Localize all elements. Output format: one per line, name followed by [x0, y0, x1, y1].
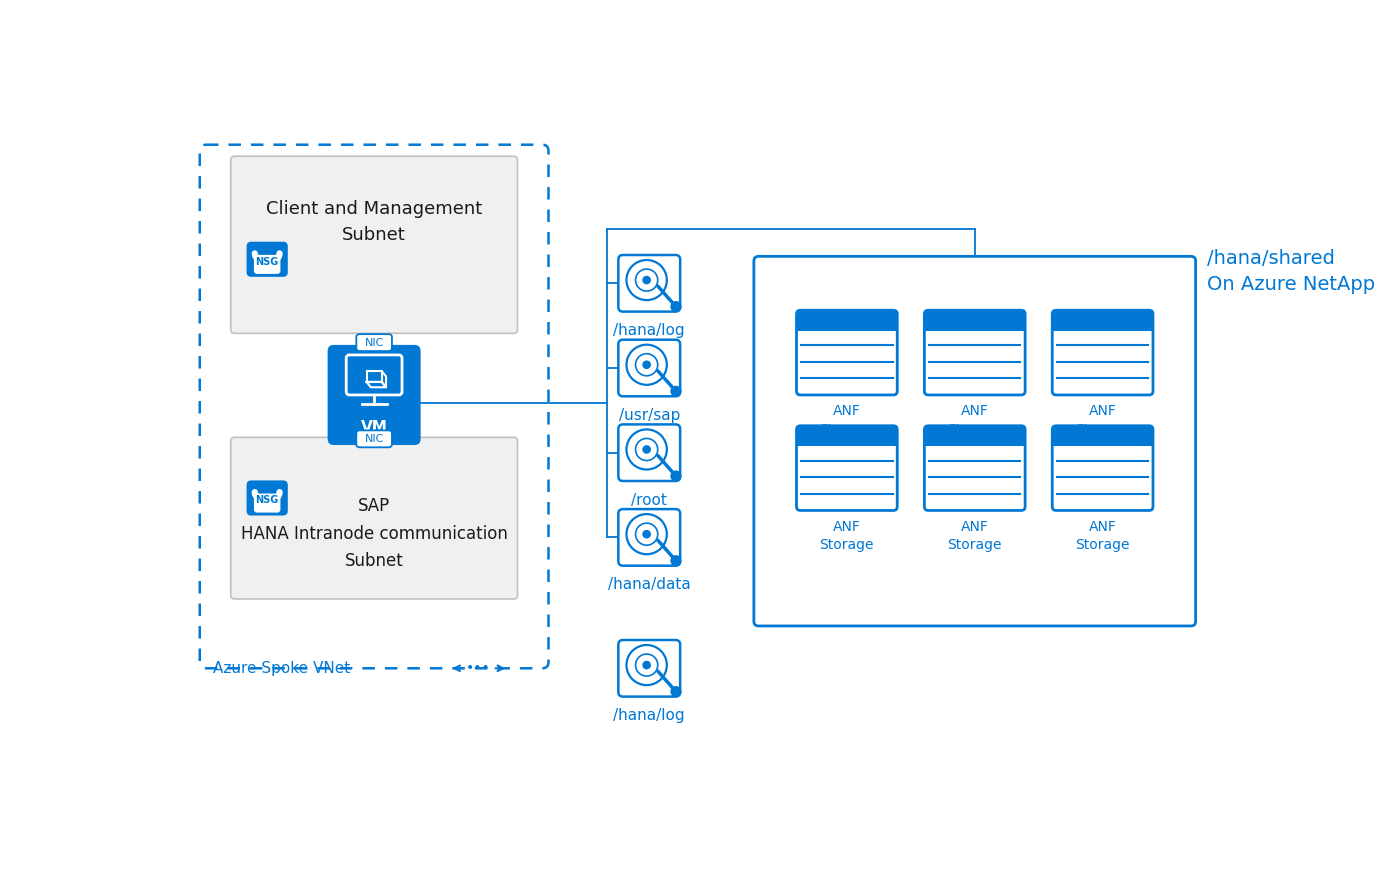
Bar: [797, 435, 898, 446]
Text: ANF
Storage: ANF Storage: [820, 519, 874, 552]
Circle shape: [671, 687, 681, 696]
Circle shape: [671, 471, 681, 481]
Text: /usr/sap: /usr/sap: [619, 408, 679, 423]
FancyBboxPatch shape: [247, 481, 287, 516]
Text: Client and Management
Subnet: Client and Management Subnet: [267, 199, 482, 244]
Text: SAP
HANA Intranode communication
Subnet: SAP HANA Intranode communication Subnet: [240, 496, 508, 570]
Circle shape: [644, 361, 650, 368]
FancyBboxPatch shape: [231, 437, 518, 599]
Text: ANF
Storage: ANF Storage: [1076, 404, 1130, 436]
FancyBboxPatch shape: [356, 430, 392, 447]
Text: /hana/shared
On Azure NetApp Files: /hana/shared On Azure NetApp Files: [1207, 249, 1381, 294]
FancyBboxPatch shape: [797, 311, 898, 395]
Circle shape: [644, 530, 650, 538]
Text: ANF
Storage: ANF Storage: [947, 519, 1003, 552]
Text: NIC: NIC: [365, 337, 384, 348]
Bar: [1052, 319, 1153, 331]
FancyBboxPatch shape: [1052, 426, 1153, 511]
Text: VM: VM: [360, 419, 388, 435]
FancyBboxPatch shape: [619, 255, 681, 312]
Circle shape: [671, 387, 681, 396]
Circle shape: [644, 446, 650, 453]
Circle shape: [644, 661, 650, 669]
FancyBboxPatch shape: [1052, 426, 1153, 444]
Text: •••: •••: [467, 661, 492, 675]
FancyBboxPatch shape: [924, 311, 1025, 395]
Text: /root: /root: [631, 493, 667, 508]
Circle shape: [671, 556, 681, 566]
FancyBboxPatch shape: [619, 509, 681, 566]
FancyBboxPatch shape: [797, 426, 898, 444]
Circle shape: [644, 276, 650, 284]
Text: /hana/log: /hana/log: [613, 323, 685, 338]
FancyBboxPatch shape: [254, 255, 280, 273]
FancyBboxPatch shape: [327, 345, 421, 445]
FancyBboxPatch shape: [619, 640, 681, 696]
FancyBboxPatch shape: [247, 242, 287, 277]
FancyBboxPatch shape: [924, 311, 1025, 329]
Text: /hana/log: /hana/log: [613, 708, 685, 723]
FancyBboxPatch shape: [619, 340, 681, 396]
Circle shape: [671, 302, 681, 312]
FancyBboxPatch shape: [1052, 311, 1153, 395]
FancyBboxPatch shape: [924, 426, 1025, 511]
FancyBboxPatch shape: [231, 157, 518, 334]
Text: NSG: NSG: [255, 496, 279, 505]
Bar: [1052, 435, 1153, 446]
Text: /hana/data: /hana/data: [608, 577, 690, 592]
Bar: [797, 319, 898, 331]
FancyBboxPatch shape: [356, 335, 392, 351]
Text: Azure Spoke VNet: Azure Spoke VNet: [213, 660, 351, 675]
Text: ANF
Storage: ANF Storage: [947, 404, 1003, 436]
FancyBboxPatch shape: [924, 426, 1025, 444]
Bar: [924, 435, 1025, 446]
FancyBboxPatch shape: [754, 257, 1196, 626]
FancyBboxPatch shape: [797, 426, 898, 511]
FancyBboxPatch shape: [797, 311, 898, 329]
Text: ANF
Storage: ANF Storage: [820, 404, 874, 436]
FancyBboxPatch shape: [1052, 311, 1153, 329]
Text: NIC: NIC: [365, 434, 384, 444]
Text: ANF
Storage: ANF Storage: [1076, 519, 1130, 552]
Text: NSG: NSG: [255, 257, 279, 266]
FancyBboxPatch shape: [254, 494, 280, 512]
Bar: [924, 319, 1025, 331]
FancyBboxPatch shape: [619, 425, 681, 481]
